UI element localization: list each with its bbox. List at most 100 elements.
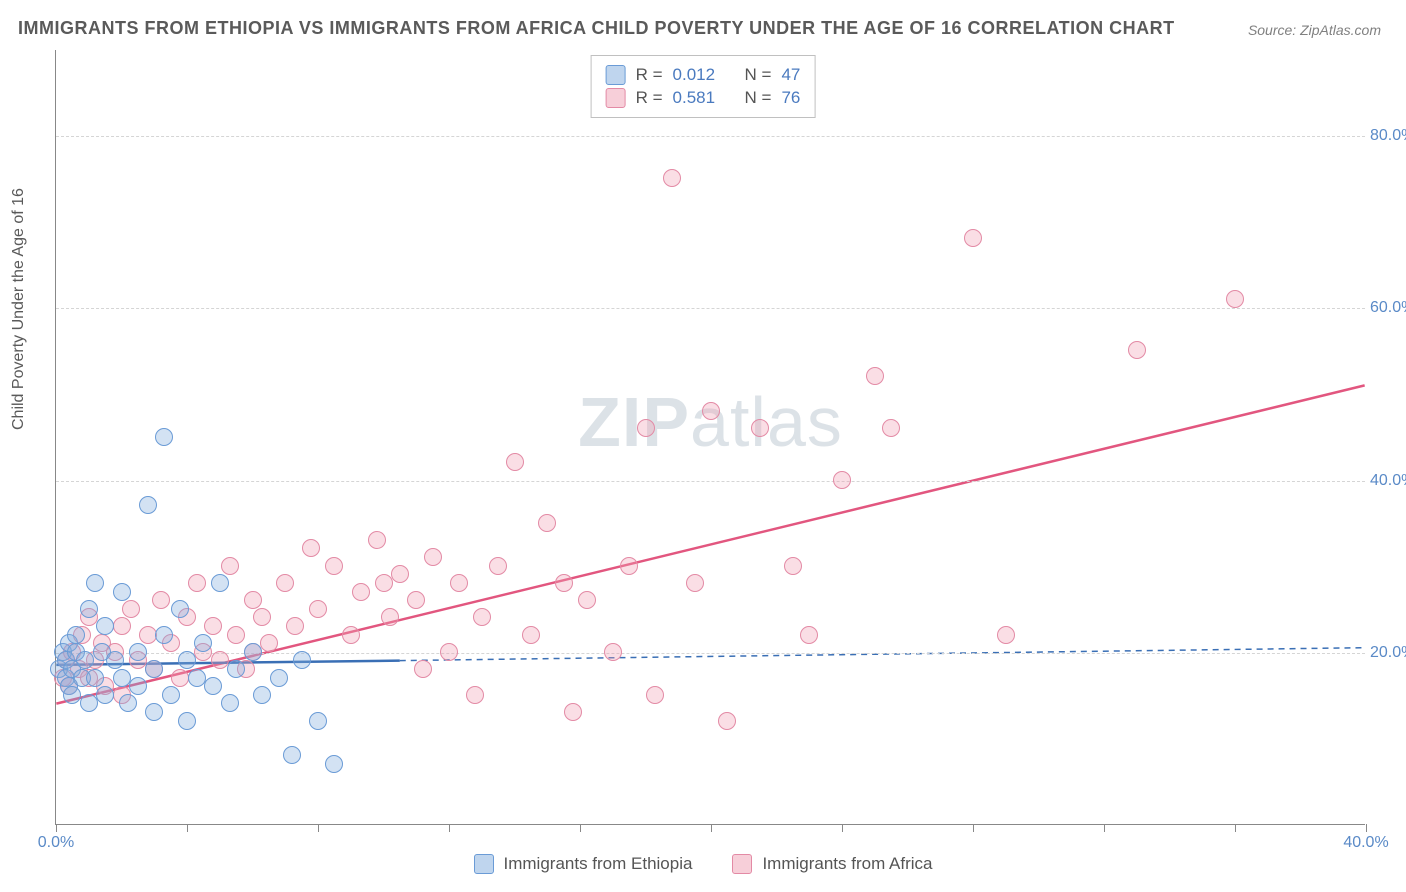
- data-point: [253, 686, 271, 704]
- data-point: [538, 514, 556, 532]
- data-point: [178, 712, 196, 730]
- data-point: [113, 617, 131, 635]
- data-point: [368, 531, 386, 549]
- x-tick-minor: [56, 824, 57, 832]
- series-legend: Immigrants from Ethiopia Immigrants from…: [0, 854, 1406, 874]
- data-point: [96, 617, 114, 635]
- data-point: [784, 557, 802, 575]
- x-tick-minor: [1366, 824, 1367, 832]
- data-point: [113, 583, 131, 601]
- data-point: [466, 686, 484, 704]
- data-point: [96, 686, 114, 704]
- swatch-ethiopia: [474, 854, 494, 874]
- y-tick-label: 80.0%: [1370, 127, 1406, 145]
- data-point: [751, 419, 769, 437]
- x-tick-minor: [711, 824, 712, 832]
- data-point: [414, 660, 432, 678]
- data-point: [63, 686, 81, 704]
- data-point: [122, 600, 140, 618]
- watermark: ZIPatlas: [578, 382, 843, 462]
- data-point: [604, 643, 622, 661]
- data-point: [67, 626, 85, 644]
- data-point: [309, 600, 327, 618]
- data-point: [270, 669, 288, 687]
- data-point: [325, 557, 343, 575]
- data-point: [211, 574, 229, 592]
- data-point: [129, 677, 147, 695]
- x-tick-minor: [842, 824, 843, 832]
- legend-item-africa: Immigrants from Africa: [732, 854, 932, 874]
- swatch-africa: [732, 854, 752, 874]
- chart-title: IMMIGRANTS FROM ETHIOPIA VS IMMIGRANTS F…: [18, 18, 1175, 39]
- data-point: [866, 367, 884, 385]
- data-point: [473, 608, 491, 626]
- correlation-legend: R = 0.012 N = 47 R = 0.581 N = 76: [591, 55, 816, 118]
- data-point: [244, 591, 262, 609]
- data-point: [145, 703, 163, 721]
- data-point: [188, 574, 206, 592]
- gridline: [56, 308, 1365, 309]
- data-point: [283, 746, 301, 764]
- data-point: [381, 608, 399, 626]
- data-point: [155, 428, 173, 446]
- data-point: [86, 669, 104, 687]
- data-point: [506, 453, 524, 471]
- y-tick-label: 40.0%: [1370, 472, 1406, 490]
- data-point: [204, 677, 222, 695]
- data-point: [424, 548, 442, 566]
- data-point: [352, 583, 370, 601]
- data-point: [964, 229, 982, 247]
- y-tick-label: 60.0%: [1370, 299, 1406, 317]
- x-tick-label: 40.0%: [1343, 834, 1388, 852]
- data-point: [718, 712, 736, 730]
- data-point: [564, 703, 582, 721]
- data-point: [309, 712, 327, 730]
- data-point: [800, 626, 818, 644]
- data-point: [106, 651, 124, 669]
- data-point: [178, 651, 196, 669]
- data-point: [119, 694, 137, 712]
- data-point: [1128, 341, 1146, 359]
- data-point: [293, 651, 311, 669]
- legend-row-ethiopia: R = 0.012 N = 47: [606, 65, 801, 85]
- data-point: [204, 617, 222, 635]
- trend-lines: [56, 50, 1365, 824]
- data-point: [342, 626, 360, 644]
- data-point: [188, 669, 206, 687]
- data-point: [440, 643, 458, 661]
- data-point: [86, 574, 104, 592]
- data-point: [620, 557, 638, 575]
- data-point: [139, 626, 157, 644]
- data-point: [244, 643, 262, 661]
- source-label: Source: ZipAtlas.com: [1248, 22, 1381, 38]
- data-point: [302, 539, 320, 557]
- data-point: [227, 626, 245, 644]
- y-tick-label: 20.0%: [1370, 644, 1406, 662]
- data-point: [171, 669, 189, 687]
- data-point: [450, 574, 468, 592]
- data-point: [489, 557, 507, 575]
- x-tick-minor: [580, 824, 581, 832]
- data-point: [129, 643, 147, 661]
- data-point: [221, 557, 239, 575]
- data-point: [145, 660, 163, 678]
- data-point: [80, 694, 98, 712]
- x-tick-label: 0.0%: [38, 834, 74, 852]
- data-point: [522, 626, 540, 644]
- data-point: [286, 617, 304, 635]
- data-point: [155, 626, 173, 644]
- data-point: [391, 565, 409, 583]
- x-tick-minor: [1235, 824, 1236, 832]
- legend-row-africa: R = 0.581 N = 76: [606, 88, 801, 108]
- x-tick-minor: [1104, 824, 1105, 832]
- gridline: [56, 481, 1365, 482]
- data-point: [171, 600, 189, 618]
- data-point: [686, 574, 704, 592]
- data-point: [882, 419, 900, 437]
- data-point: [76, 651, 94, 669]
- data-point: [211, 651, 229, 669]
- data-point: [578, 591, 596, 609]
- data-point: [375, 574, 393, 592]
- plot-area: ZIPatlas 20.0%40.0%60.0%80.0%0.0%40.0%: [55, 50, 1365, 825]
- x-tick-minor: [318, 824, 319, 832]
